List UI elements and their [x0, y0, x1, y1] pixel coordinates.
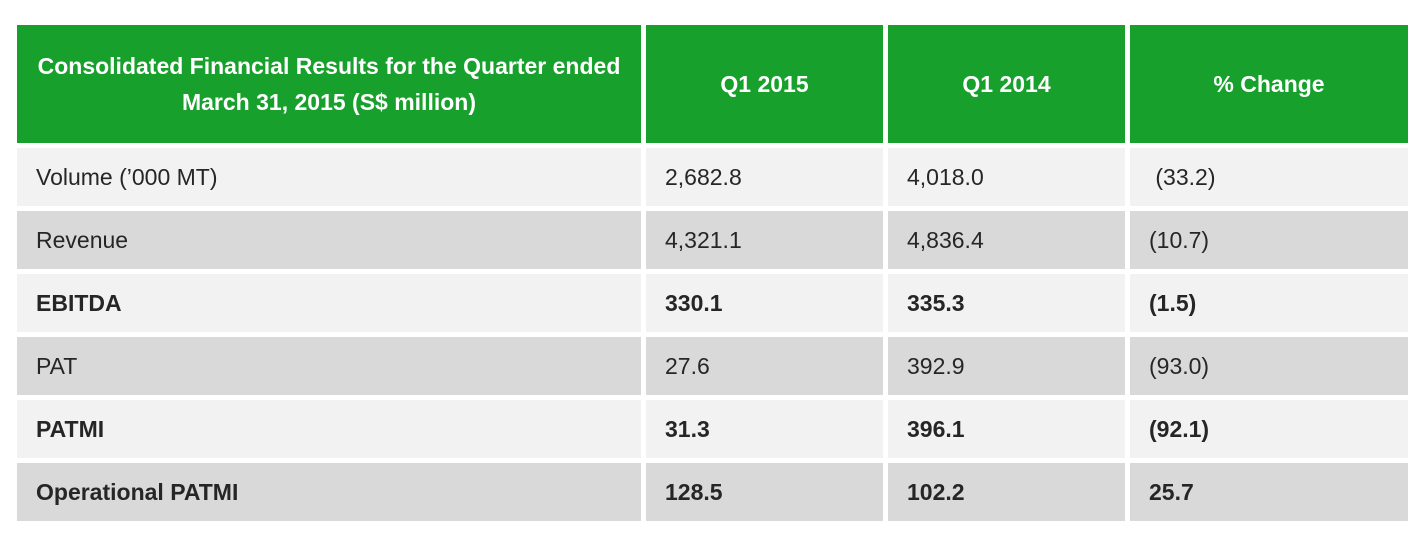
value-q1-2014: 4,836.4	[888, 211, 1125, 269]
column-header-q1-2015: Q1 2015	[646, 25, 883, 143]
financial-results-table: Consolidated Financial Results for the Q…	[12, 20, 1413, 526]
table-title: Consolidated Financial Results for the Q…	[17, 25, 641, 143]
value-q1-2015: 2,682.8	[646, 148, 883, 206]
row-label: Revenue	[17, 211, 641, 269]
value-pct-change: (93.0)	[1130, 337, 1408, 395]
table-row-patmi: PATMI 31.3 396.1 (92.1)	[17, 400, 1408, 458]
value-pct-change: (10.7)	[1130, 211, 1408, 269]
value-q1-2014: 102.2	[888, 463, 1125, 521]
table-row-volume: Volume (’000 MT) 2,682.8 4,018.0 (33.2)	[17, 148, 1408, 206]
column-header-q1-2014: Q1 2014	[888, 25, 1125, 143]
value-q1-2015: 31.3	[646, 400, 883, 458]
value-pct-change: (1.5)	[1130, 274, 1408, 332]
value-q1-2014: 4,018.0	[888, 148, 1125, 206]
row-label: EBITDA	[17, 274, 641, 332]
table-row-revenue: Revenue 4,321.1 4,836.4 (10.7)	[17, 211, 1408, 269]
row-label: Volume (’000 MT)	[17, 148, 641, 206]
value-q1-2015: 128.5	[646, 463, 883, 521]
value-pct-change: (33.2)	[1130, 148, 1408, 206]
column-header-pct-change: % Change	[1130, 25, 1408, 143]
row-label: Operational PATMI	[17, 463, 641, 521]
row-label: PATMI	[17, 400, 641, 458]
table-header-row: Consolidated Financial Results for the Q…	[17, 25, 1408, 143]
value-q1-2015: 27.6	[646, 337, 883, 395]
row-label: PAT	[17, 337, 641, 395]
table-row-operational-patmi: Operational PATMI 128.5 102.2 25.7	[17, 463, 1408, 521]
value-q1-2014: 396.1	[888, 400, 1125, 458]
value-q1-2014: 335.3	[888, 274, 1125, 332]
value-q1-2015: 4,321.1	[646, 211, 883, 269]
value-pct-change: 25.7	[1130, 463, 1408, 521]
value-q1-2014: 392.9	[888, 337, 1125, 395]
table-row-pat: PAT 27.6 392.9 (93.0)	[17, 337, 1408, 395]
value-q1-2015: 330.1	[646, 274, 883, 332]
table-row-ebitda: EBITDA 330.1 335.3 (1.5)	[17, 274, 1408, 332]
value-pct-change: (92.1)	[1130, 400, 1408, 458]
